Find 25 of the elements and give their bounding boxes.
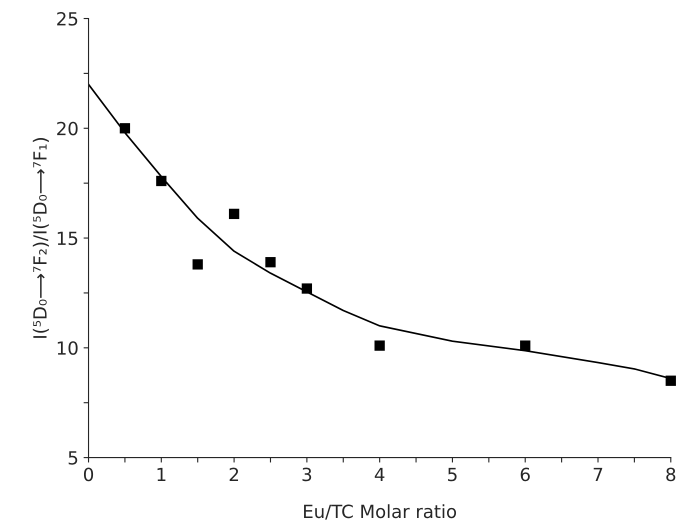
- point: [520, 340, 530, 351]
- x-tick-label: 6: [520, 468, 530, 482]
- point: [265, 257, 276, 268]
- x-tick-label: 4: [374, 468, 384, 482]
- x-axis-title: Eu/TC Molar ratio: [304, 504, 456, 520]
- x-tick-label: 0: [84, 468, 94, 482]
- y-axis-title: I(⁵D₀⟶⁷F₂)/I(⁵D₀⟶⁷F₁): [32, 138, 49, 338]
- point: [228, 208, 240, 220]
- point: [156, 176, 166, 186]
- x-tick-label: 2: [230, 468, 238, 482]
- point: [302, 283, 312, 294]
- y-tick-label: 5: [68, 451, 78, 465]
- y-tick-label: 15: [58, 232, 78, 246]
- x-tick-label: 1: [158, 468, 166, 482]
- point: [374, 340, 385, 351]
- x-tick-label: 8: [666, 468, 676, 482]
- point: [192, 259, 203, 270]
- x-tick-label: 7: [594, 468, 602, 482]
- point: [666, 376, 676, 386]
- y-tick-label: 10: [58, 341, 78, 355]
- x-tick-label: 5: [448, 468, 457, 482]
- y-tick-label: 20: [57, 122, 78, 136]
- y-tick-label: 25: [57, 12, 78, 26]
- point: [120, 123, 130, 134]
- x-tick-label: 3: [302, 468, 312, 482]
